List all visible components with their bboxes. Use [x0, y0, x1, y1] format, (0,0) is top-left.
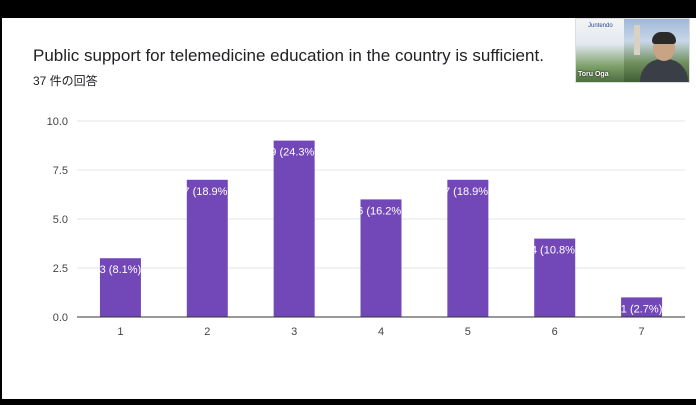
- data-label: 3 (8.1%): [100, 264, 142, 276]
- chart-title: Public support for telemedicine educatio…: [33, 46, 544, 65]
- chart-slide: Public support for telemedicine educatio…: [2, 18, 696, 399]
- data-label: 9 (24.3%): [270, 147, 318, 159]
- response-count: 37 件の回答: [33, 74, 98, 88]
- bar: [360, 199, 402, 317]
- x-tick-label: 3: [291, 326, 297, 338]
- bar: [534, 238, 576, 317]
- y-tick-label: 0.0: [53, 312, 68, 324]
- x-tick-label: 2: [204, 326, 210, 338]
- university-logo: Juntendo: [588, 23, 613, 29]
- bar-chart: 0.0 2.5 5.0 7.5 10.0 3 (8.1%) 1 7 (18.9%) 2 9 (24…: [47, 116, 685, 338]
- y-tick-label: 7.5: [53, 165, 68, 177]
- presenter-name: Toru Oga: [578, 71, 609, 78]
- x-tick-label: 7: [639, 326, 645, 338]
- data-label: 4 (10.8%): [531, 245, 579, 257]
- x-tick-label: 6: [552, 326, 558, 338]
- y-tick-label: 2.5: [53, 263, 68, 275]
- data-label: 6 (16.2%): [357, 205, 405, 217]
- tower-image: [634, 25, 640, 55]
- bar: [186, 179, 228, 317]
- x-tick-label: 5: [465, 326, 471, 338]
- webcam-video: Juntendo Toru Oga: [575, 18, 690, 83]
- slide-thumbnail: Juntendo: [576, 19, 624, 82]
- data-label: 7 (18.9%): [183, 186, 231, 198]
- x-tick-label: 4: [378, 326, 384, 338]
- bar: [621, 297, 663, 317]
- presenter-body: [640, 59, 688, 82]
- y-tick-label: 10.0: [47, 116, 68, 128]
- presenter-hair: [652, 32, 676, 44]
- bar: [447, 179, 489, 317]
- data-label: 7 (18.9%): [444, 186, 492, 198]
- bar: [99, 258, 141, 317]
- data-label: 1 (2.7%): [621, 303, 663, 315]
- x-tick-label: 1: [117, 326, 123, 338]
- y-tick-label: 5.0: [53, 214, 68, 226]
- bar: [273, 140, 315, 317]
